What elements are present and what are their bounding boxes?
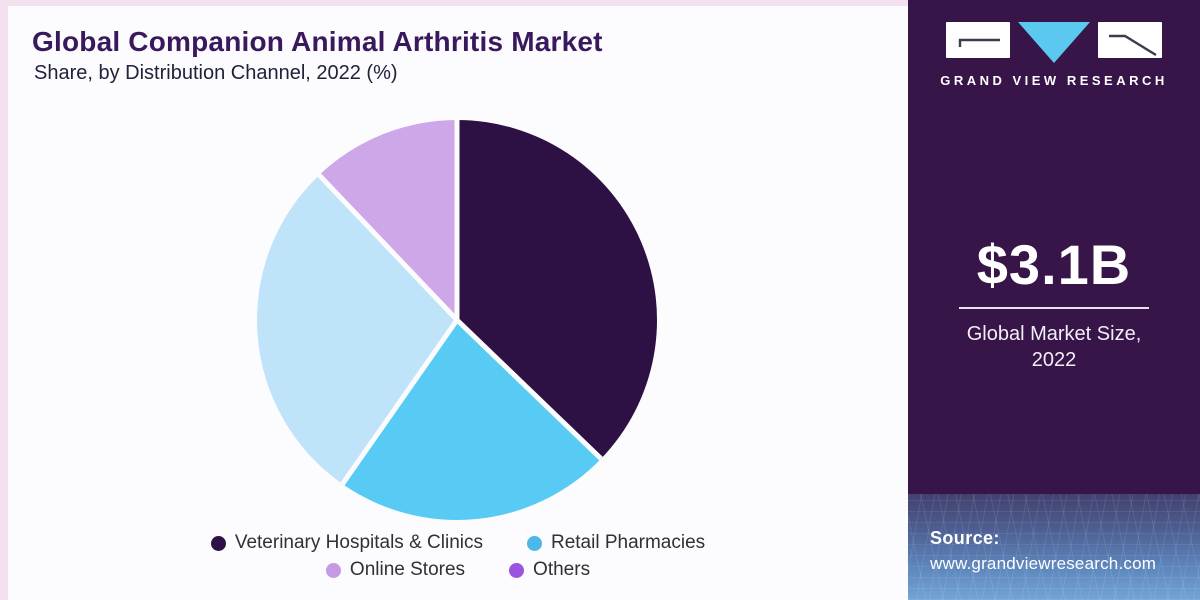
pie-chart xyxy=(247,110,667,530)
legend-dot-icon xyxy=(509,562,525,578)
brand-sidebar: GRAND VIEW RESEARCH $3.1B Global Market … xyxy=(908,0,1200,600)
pie-slice-separator xyxy=(455,318,603,461)
logo-r-icon xyxy=(1098,22,1162,58)
divider xyxy=(959,307,1149,309)
brand-logo: GRAND VIEW RESEARCH xyxy=(908,22,1200,88)
gvr-logo-shapes xyxy=(908,22,1200,64)
legend-label: Online Stores xyxy=(349,559,466,580)
pie-slice-retail-pharmacies xyxy=(342,320,602,520)
legend-item-online-stores: Online Stores xyxy=(325,559,466,581)
logo-g-icon xyxy=(946,22,1010,58)
page-subtitle: Share, by Distribution Channel, 2022 (%) xyxy=(34,62,398,84)
market-size-label-line2: 2022 xyxy=(1031,349,1077,371)
page-title: Global Companion Animal Arthritis Market xyxy=(32,26,603,57)
pie-slice-separator xyxy=(317,173,459,322)
source-url-link[interactable]: www.grandviewresearch.com xyxy=(930,554,1157,573)
pie-slice-separator xyxy=(340,318,460,486)
legend-row: Online Stores Others xyxy=(325,559,590,581)
pie-slice-online-stores xyxy=(257,175,457,484)
market-size-label: Global Market Size, 2022 xyxy=(908,321,1200,373)
legend-dot-icon xyxy=(526,535,542,551)
legend-item-others: Others xyxy=(509,559,590,581)
legend-item-retail-pharmacies: Retail Pharmacies xyxy=(526,532,706,554)
legend-label: Retail Pharmacies xyxy=(550,532,706,553)
source-label: Source: xyxy=(930,528,1000,548)
pie-slice-veterinary-hospitals-clinics xyxy=(457,120,657,459)
brand-name: GRAND VIEW RESEARCH xyxy=(940,73,1168,88)
legend-label: Veterinary Hospitals & Clinics xyxy=(234,532,483,553)
legend-item-veterinary-hospitals-clinics: Veterinary Hospitals & Clinics xyxy=(210,532,483,554)
pie-chart-svg xyxy=(257,120,657,520)
market-size-label-line1: Global Market Size, xyxy=(966,323,1142,345)
logo-v-triangle-icon xyxy=(1018,22,1090,63)
legend-label: Others xyxy=(533,559,591,580)
market-size-value: $3.1B xyxy=(976,233,1132,296)
legend-row: Veterinary Hospitals & Clinics Retail Pha… xyxy=(210,532,706,554)
source-block: Source: www.grandviewresearch.com xyxy=(908,494,1200,600)
legend-dot-icon xyxy=(210,535,226,551)
pie-slice-others xyxy=(319,120,457,320)
legend-dot-icon xyxy=(325,562,341,578)
chart-panel: Global Companion Animal Arthritis Market… xyxy=(8,6,908,600)
chart-legend: Veterinary Hospitals & Clinics Retail Pha… xyxy=(8,532,908,581)
market-size-block: $3.1B Global Market Size, 2022 xyxy=(908,232,1200,373)
